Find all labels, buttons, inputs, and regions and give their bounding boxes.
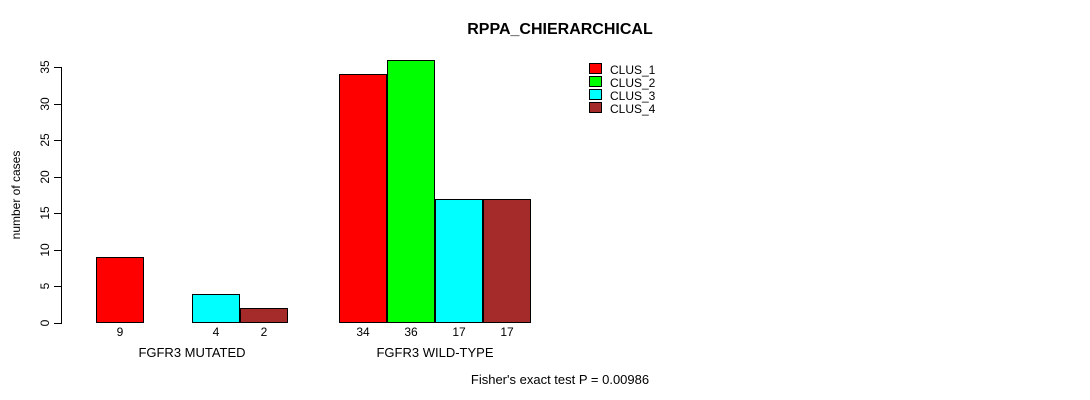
legend-label: CLUS_2 (610, 76, 656, 90)
x-category-label: FGFR3 WILD-TYPE (376, 345, 494, 360)
legend-swatch-clus_4 (589, 102, 602, 113)
bar-clus_3 (435, 199, 483, 323)
x-category-label: FGFR3 MUTATED (138, 345, 246, 360)
legend-swatch-clus_2 (589, 76, 602, 87)
bar-value-label: 4 (212, 325, 220, 339)
bar-value-label: 34 (356, 325, 370, 339)
bar-clus_4 (483, 199, 531, 323)
legend-swatch-clus_1 (589, 63, 602, 74)
chart-title: RPPA_CHIERARCHICAL (467, 21, 653, 38)
bar-value-label: 9 (116, 325, 124, 339)
bar-clus_1 (339, 74, 387, 323)
y-tick (54, 177, 61, 178)
bar-value-label: 2 (260, 325, 268, 339)
bar-value-label: 36 (404, 325, 418, 339)
legend-label: CLUS_4 (610, 102, 656, 116)
y-tick (54, 104, 61, 105)
legend-label: CLUS_1 (610, 63, 656, 77)
bar-value-label: 17 (500, 325, 514, 339)
bar-clus_2 (387, 60, 435, 323)
legend-swatch-clus_3 (589, 89, 602, 100)
y-tick (54, 250, 61, 251)
bar-clus_3 (192, 294, 240, 323)
y-axis-line (61, 67, 62, 324)
bar-value-label: 17 (452, 325, 466, 339)
fisher-test-annotation: Fisher's exact test P = 0.00986 (470, 372, 650, 387)
legend-label: CLUS_3 (610, 89, 656, 103)
y-tick (54, 140, 61, 141)
y-tick (54, 286, 61, 287)
bar-clus_1 (96, 257, 144, 323)
y-tick (54, 213, 61, 214)
y-tick (54, 67, 61, 68)
y-tick (54, 323, 61, 324)
bar-clus_4 (240, 308, 288, 323)
